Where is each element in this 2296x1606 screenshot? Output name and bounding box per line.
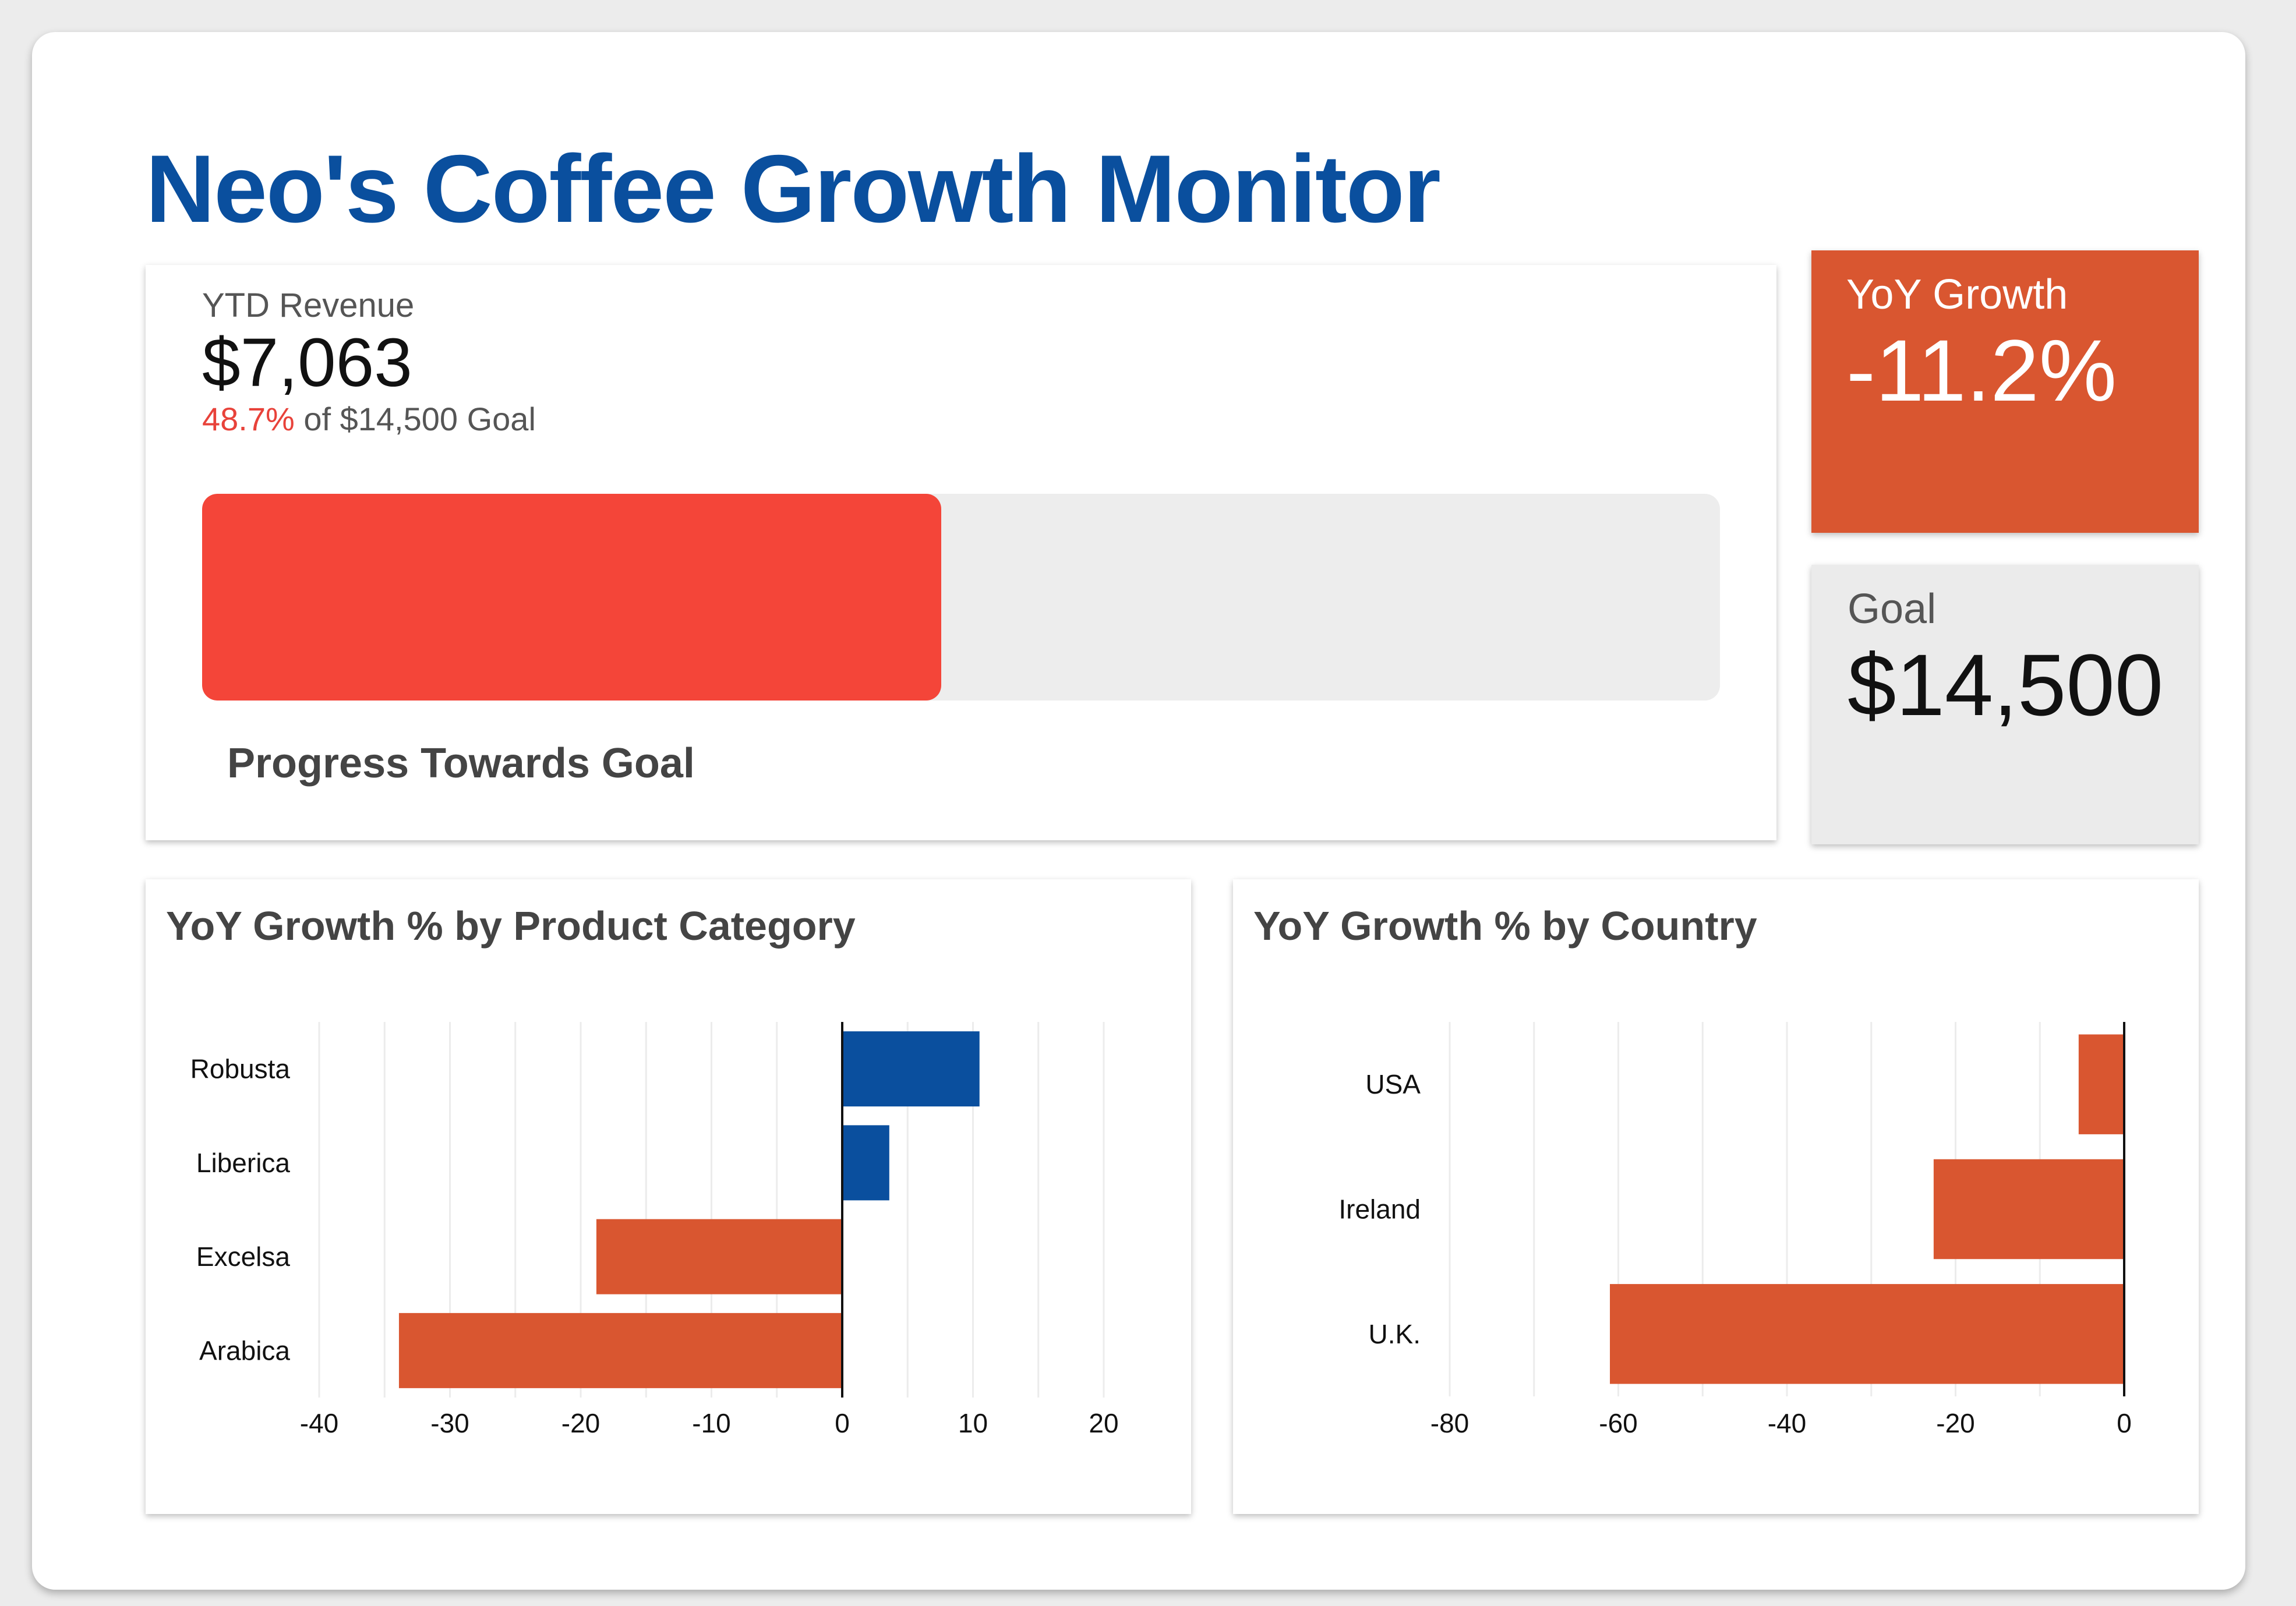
ytd-revenue-label: YTD Revenue xyxy=(202,286,415,324)
x-tick-label: -30 xyxy=(430,1408,469,1438)
bar-arabica xyxy=(398,1313,842,1388)
category-label: Ireland xyxy=(1338,1194,1421,1225)
x-tick-label: -60 xyxy=(1599,1408,1637,1438)
country-growth-chart-card: YoY Growth % by Country USA Ireland U.K. -8… xyxy=(1233,879,2199,1514)
category-growth-chart: Robusta Liberica Excelsa Arabica -40 -30 -20 -1… xyxy=(190,1022,1119,1438)
x-tick-label: -40 xyxy=(1768,1408,1806,1438)
x-tick-label: -40 xyxy=(300,1408,338,1438)
category-label: Excelsa xyxy=(196,1241,290,1272)
bar-ireland xyxy=(1933,1159,2124,1260)
progress-bar-track xyxy=(202,494,1720,701)
yoy-growth-card: YoY Growth -11.2% xyxy=(1811,250,2199,533)
page-title: Neo's Coffee Growth Monitor xyxy=(146,135,1441,242)
x-tick-label: 20 xyxy=(1089,1408,1118,1438)
category-label: Liberica xyxy=(196,1148,291,1178)
progress-card: YTD Revenue $7,063 48.7% of $14,500 Goal… xyxy=(146,265,1776,840)
country-chart-title: YoY Growth % by Country xyxy=(1253,903,1757,949)
bar-robusta xyxy=(842,1031,980,1107)
bar-u-k- xyxy=(1610,1284,2124,1384)
goal-card: Goal $14,500 xyxy=(1811,565,2199,844)
progress-percent: 48.7% xyxy=(202,401,295,437)
country-growth-chart: USA Ireland U.K. -80 -60 -40 -20 0 xyxy=(1338,1022,2132,1438)
category-label: U.K. xyxy=(1369,1319,1421,1349)
x-tick-label: -20 xyxy=(561,1408,600,1438)
bar-usa xyxy=(2078,1034,2124,1134)
progress-caption: Progress Towards Goal xyxy=(227,740,695,787)
bar-liberica xyxy=(842,1125,889,1201)
x-tick-label: 0 xyxy=(835,1408,850,1438)
bar-excelsa xyxy=(596,1219,842,1294)
x-tick-label: -80 xyxy=(1430,1408,1469,1438)
goal-value: $14,500 xyxy=(1848,636,2164,734)
goal-label: Goal xyxy=(1848,586,1937,632)
x-tick-label: -20 xyxy=(1936,1408,1974,1438)
x-tick-label: 0 xyxy=(2117,1408,2132,1438)
yoy-growth-label: YoY Growth xyxy=(1846,271,2068,318)
x-tick-label: -10 xyxy=(692,1408,730,1438)
ytd-revenue-value: $7,063 xyxy=(202,324,412,401)
category-growth-chart-card: YoY Growth % by Product Category Robusta… xyxy=(146,879,1191,1514)
category-chart-title: YoY Growth % by Product Category xyxy=(166,903,856,949)
yoy-growth-value: -11.2% xyxy=(1846,321,2117,419)
category-label: Robusta xyxy=(190,1054,291,1084)
dashboard-panel: Neo's Coffee Growth Monitor YTD Revenue … xyxy=(32,32,2245,1590)
category-label: Arabica xyxy=(199,1335,290,1366)
category-label: USA xyxy=(1365,1069,1421,1099)
progress-goal-text: of $14,500 Goal xyxy=(303,401,536,437)
x-tick-label: 10 xyxy=(958,1408,988,1438)
goal-progress-text: 48.7% of $14,500 Goal xyxy=(202,400,536,438)
progress-bar-fill xyxy=(202,494,942,701)
